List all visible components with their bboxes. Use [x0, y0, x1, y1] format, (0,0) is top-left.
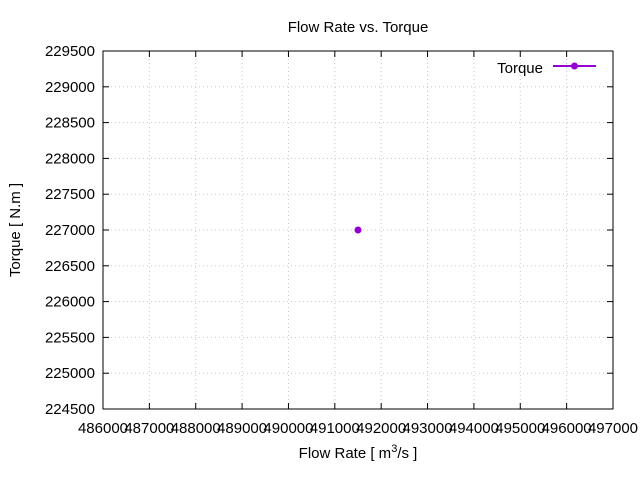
legend: Torque: [497, 60, 596, 77]
x-axis-label: Flow Rate [ m3/s ]: [299, 443, 418, 462]
y-tick-label: 226000: [45, 294, 95, 311]
grid: [103, 51, 613, 409]
y-axis-label: Torque [ N.m ]: [7, 183, 24, 277]
y-tick-label: 227500: [45, 186, 95, 203]
legend-marker: [571, 62, 578, 70]
y-axis: 224500 225000 225500 226000 226500 227000 2275…: [45, 43, 613, 418]
x-tick-label: 486000: [78, 420, 128, 437]
x-axis-label-main: Flow Rate [ m: [299, 445, 392, 462]
y-tick-label: 225500: [45, 329, 95, 346]
y-tick-label: 228500: [45, 115, 95, 132]
x-tick-label: 489000: [217, 420, 267, 437]
y-tick-label: 228000: [45, 150, 95, 167]
x-tick-label: 497000: [588, 420, 638, 437]
x-tick-label: 493000: [403, 420, 453, 437]
x-tick-label: 494000: [449, 420, 499, 437]
x-tick-label: 490000: [263, 420, 313, 437]
x-tick-label: 495000: [495, 420, 545, 437]
x-tick-label: 492000: [356, 420, 406, 437]
legend-label: Torque: [497, 60, 543, 77]
x-tick-label: 491000: [310, 420, 360, 437]
data-point: [354, 226, 362, 234]
x-axis: 4860004870004880004890004900004910004920…: [78, 51, 638, 437]
y-tick-label: 225000: [45, 365, 95, 382]
y-tick-label: 229000: [45, 79, 95, 96]
y-tick-label: 224500: [45, 401, 95, 418]
y-tick-label: 227000: [45, 222, 95, 239]
x-tick-label: 487000: [124, 420, 174, 437]
x-axis-label-superscript: 3: [391, 443, 397, 455]
x-tick-label: 488000: [171, 420, 221, 437]
series-layer: [354, 226, 362, 234]
chart-title: Flow Rate vs. Torque: [288, 19, 429, 36]
x-tick-label: 496000: [542, 420, 592, 437]
y-tick-label: 226500: [45, 258, 95, 275]
y-tick-label: 229500: [45, 43, 95, 60]
x-axis-label-tail: /s ]: [397, 445, 417, 462]
